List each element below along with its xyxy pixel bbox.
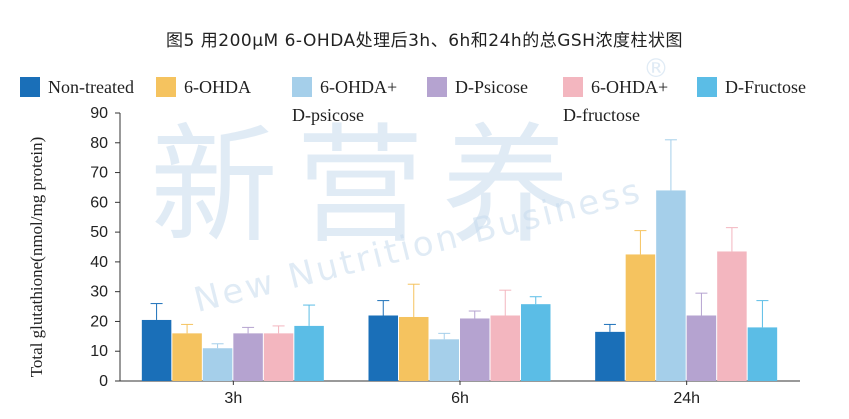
- bar: [490, 315, 520, 381]
- bar: [625, 254, 656, 381]
- x-tick-label: 24h: [673, 390, 700, 407]
- legend-label: 6-OHDA: [184, 77, 251, 97]
- legend-swatch: [156, 77, 176, 97]
- y-tick-label: 70: [90, 165, 108, 182]
- legend-swatch: [563, 77, 583, 97]
- x-tick-label: 3h: [224, 390, 242, 407]
- legend-label: 6-OHDA+: [591, 77, 669, 97]
- legend-swatch: [697, 77, 717, 97]
- bar: [399, 316, 429, 381]
- bar: [294, 325, 324, 381]
- legend-swatch: [427, 77, 447, 97]
- bar: [202, 348, 233, 381]
- bar: [368, 315, 398, 381]
- chart-title: 图5 用200μM 6-OHDA处理后3h、6h和24h的总GSH浓度柱状图: [166, 31, 683, 51]
- bar: [141, 319, 172, 381]
- bar: [717, 251, 747, 381]
- legend-swatch: [20, 77, 40, 97]
- bar: [686, 315, 717, 381]
- legend-swatch: [292, 77, 312, 97]
- legend-label: D-psicose: [292, 105, 364, 125]
- y-tick-label: 60: [90, 194, 108, 211]
- bar: [172, 333, 202, 381]
- bar: [521, 304, 551, 381]
- y-tick-label: 30: [90, 284, 108, 301]
- y-tick-label: 50: [90, 224, 108, 241]
- y-tick-label: 80: [90, 135, 108, 152]
- y-tick-label: 40: [90, 254, 108, 271]
- bar: [233, 333, 263, 381]
- bar: [595, 331, 625, 381]
- y-axis-label: Total glutathione(nmol/mg protein): [27, 137, 46, 378]
- y-tick-label: 10: [90, 343, 108, 360]
- bar: [429, 339, 459, 381]
- legend-label: D-Fructose: [725, 77, 806, 97]
- x-tick-label: 6h: [451, 390, 469, 407]
- y-tick-label: 90: [90, 105, 108, 122]
- legend-label: Non-treated: [48, 77, 134, 97]
- bar: [656, 190, 686, 381]
- bar: [747, 327, 778, 381]
- y-tick-label: 0: [99, 373, 108, 390]
- bar: [263, 333, 294, 381]
- legend-label: D-Psicose: [455, 77, 528, 97]
- bar: [460, 318, 490, 381]
- legend-label: D-fructose: [563, 105, 640, 125]
- legend-label: 6-OHDA+: [320, 77, 398, 97]
- y-tick-label: 20: [90, 313, 108, 330]
